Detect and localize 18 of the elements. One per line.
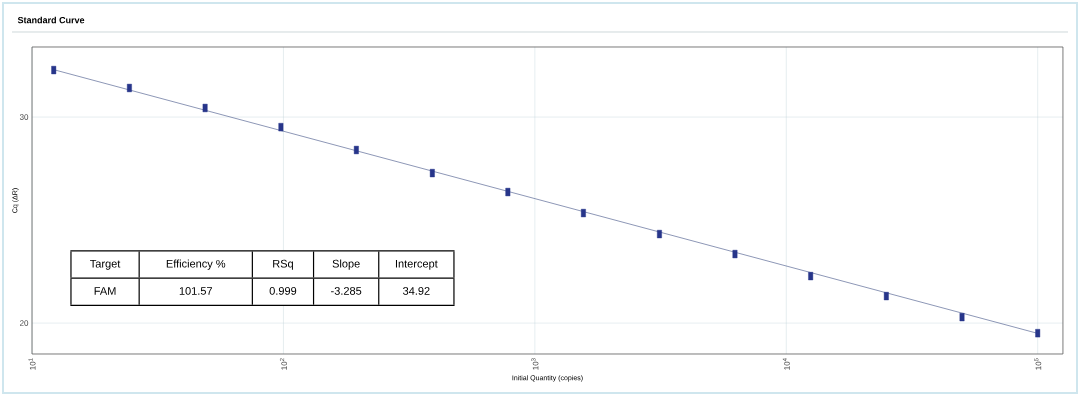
annotation: Intercept bbox=[395, 259, 438, 270]
x-tick-label: 10$^{3}$ bbox=[531, 358, 539, 370]
y-tick-label: 30 bbox=[19, 114, 29, 120]
annotation: Target bbox=[90, 259, 121, 270]
annotation: -3.285 bbox=[331, 287, 362, 295]
x-tick-label: 10$^{1}$ bbox=[28, 358, 36, 370]
annotation: FAM bbox=[94, 287, 116, 295]
annotation: 0.999 bbox=[269, 287, 297, 295]
annotation: 101.57 bbox=[179, 287, 213, 295]
y-tick-label: 20 bbox=[20, 320, 29, 326]
chart-title: Standard Curve bbox=[17, 16, 85, 24]
annotation: Slope bbox=[332, 259, 360, 270]
annotation: Efficiency % bbox=[166, 259, 226, 270]
x-tick-label: 10$^{4}$ bbox=[782, 358, 790, 370]
x-tick-label: 10$^{5}$ bbox=[1034, 358, 1042, 370]
annotation: RSq bbox=[273, 259, 293, 270]
x-tick-label: 10$^{2}$ bbox=[279, 358, 287, 370]
annotation: 34.92 bbox=[403, 287, 430, 295]
